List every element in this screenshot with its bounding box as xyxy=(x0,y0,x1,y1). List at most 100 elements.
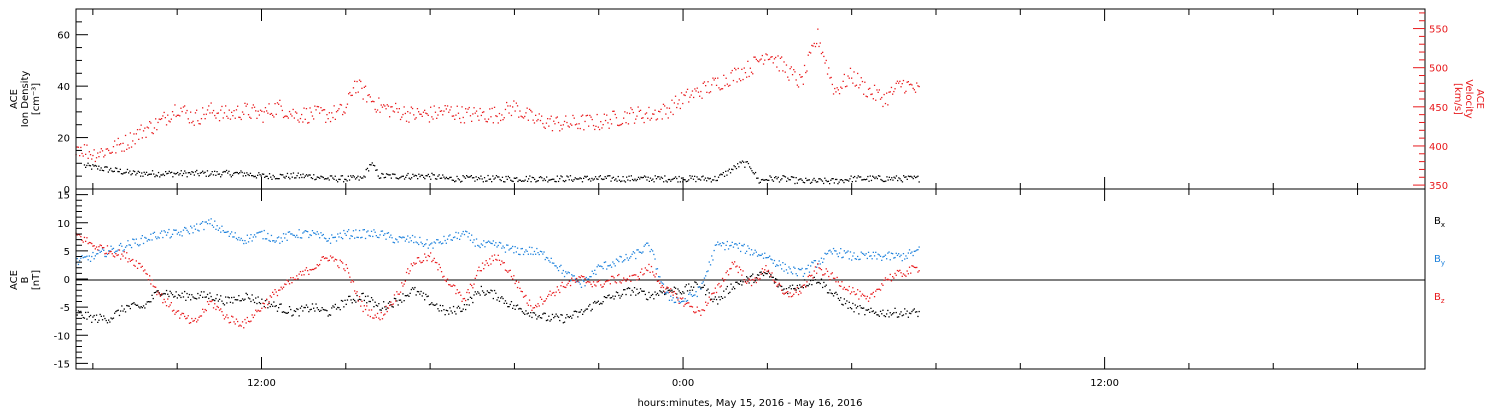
density-series-point xyxy=(223,170,225,173)
bz-series-point xyxy=(889,273,891,276)
density-series-point xyxy=(203,172,205,174)
velocity-series-point xyxy=(474,112,476,114)
density-series-point xyxy=(338,178,340,180)
by-series-point xyxy=(268,239,270,242)
bz-series-point xyxy=(272,291,274,293)
bx-series-point xyxy=(332,305,334,307)
by-series-point xyxy=(762,257,765,259)
bx-series-point xyxy=(493,289,496,292)
by-series-point xyxy=(350,235,352,237)
density-series-point xyxy=(466,175,468,177)
velocity-series-point xyxy=(503,117,505,119)
by-series-point xyxy=(466,231,468,233)
velocity-series-point xyxy=(563,120,566,123)
by-series-point xyxy=(299,237,302,239)
density-series-point xyxy=(591,177,593,180)
velocity-series-point xyxy=(507,105,509,107)
by-series-point xyxy=(149,239,151,241)
by-series-point xyxy=(806,268,808,270)
bz-series-point xyxy=(887,278,889,280)
velocity-series-point xyxy=(345,106,347,109)
velocity-series-point xyxy=(609,118,611,121)
bx-series-point xyxy=(409,292,411,294)
velocity-series-point xyxy=(595,125,597,127)
bx-series-point xyxy=(443,309,445,311)
by-series-point xyxy=(527,253,529,255)
by-series-point xyxy=(351,235,353,237)
velocity-series-point xyxy=(655,119,657,121)
by-series-point xyxy=(366,231,368,233)
velocity-series-point xyxy=(179,115,181,117)
velocity-series-point xyxy=(667,117,669,119)
bz-series-point xyxy=(788,296,790,298)
bz-series-point xyxy=(279,289,281,291)
bz-series-point xyxy=(123,251,125,253)
density-series-point xyxy=(714,175,716,178)
bx-series-point xyxy=(508,306,510,308)
by-series-point xyxy=(501,247,503,249)
velocity-series-point xyxy=(83,144,86,146)
by-series-point xyxy=(512,245,514,248)
by-series-point xyxy=(379,234,381,236)
bz-series-point xyxy=(356,291,358,293)
bx-series-point xyxy=(227,296,229,298)
by-series-point xyxy=(637,249,639,251)
bx-series-point xyxy=(755,277,757,279)
by-series-point xyxy=(284,237,286,239)
by-series-point xyxy=(713,249,715,252)
density-series-point xyxy=(305,174,308,176)
by-series-point xyxy=(250,234,252,236)
velocity-series-point xyxy=(561,128,563,130)
bz-series-point xyxy=(286,279,288,281)
by-series-point xyxy=(515,251,517,253)
bz-series-point xyxy=(451,285,453,287)
by-series-point xyxy=(104,255,106,258)
bx-series-point xyxy=(150,301,152,303)
bx-series-point xyxy=(116,310,118,312)
bz-series-point xyxy=(328,259,330,261)
bx-series-point xyxy=(422,292,425,294)
bz-series-point xyxy=(165,305,168,307)
velocity-series-point xyxy=(448,111,450,113)
velocity-series-point xyxy=(398,108,400,110)
bz-series-point xyxy=(326,257,328,259)
density-series-point xyxy=(885,180,887,182)
velocity-series-point xyxy=(783,61,785,63)
density-series-point xyxy=(360,177,363,179)
bx-series-point xyxy=(222,302,224,305)
bx-series-point xyxy=(595,302,597,304)
bx-series-point xyxy=(624,289,626,291)
velocity-series-point xyxy=(264,107,267,109)
density-series-point xyxy=(893,176,895,178)
by-series-point xyxy=(906,257,908,259)
velocity-series-point xyxy=(906,81,908,83)
velocity-series-point xyxy=(810,52,812,54)
density-series-point xyxy=(911,176,913,178)
velocity-series-point xyxy=(560,124,562,126)
bx-series-point xyxy=(591,308,593,310)
bx-series-point xyxy=(185,299,187,301)
by-series-point xyxy=(588,278,590,280)
bx-series-point xyxy=(305,304,308,306)
density-series-point xyxy=(384,176,387,178)
bz-series-point xyxy=(767,269,770,272)
density-series-point xyxy=(241,171,243,174)
bx-series-point xyxy=(738,283,741,285)
by-series-point xyxy=(85,256,87,258)
by-series-point xyxy=(257,232,259,234)
by-series-point xyxy=(539,250,542,252)
density-series-point xyxy=(642,176,644,179)
density-series-point xyxy=(907,175,910,177)
velocity-series-point xyxy=(724,84,726,87)
density-series-point xyxy=(486,180,488,182)
by-series-point xyxy=(619,255,621,258)
velocity-series-point xyxy=(879,98,882,100)
bx-series-point xyxy=(208,297,210,300)
density-series-point xyxy=(514,177,517,179)
velocity-series-point xyxy=(138,138,140,140)
by-series-point xyxy=(142,242,145,245)
by-series-point xyxy=(793,266,795,268)
by-series-point xyxy=(760,254,762,256)
density-series-point xyxy=(669,178,671,181)
density-series-point xyxy=(827,180,830,182)
